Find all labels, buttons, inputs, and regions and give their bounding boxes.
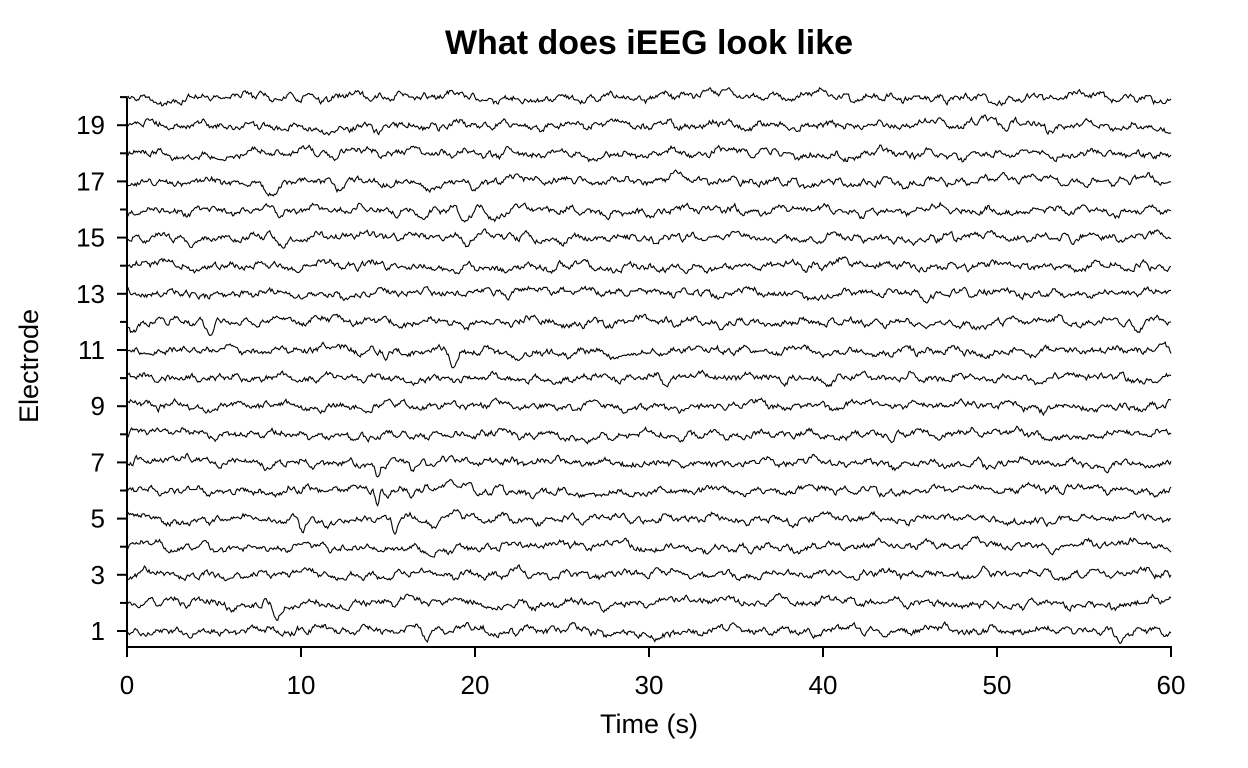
electrode-trace-16	[126, 201, 1172, 223]
y-tick-label: 7	[91, 447, 105, 477]
x-tick-label: 30	[635, 670, 664, 700]
y-tick-label: 9	[91, 391, 105, 421]
y-tick-label: 13	[76, 279, 105, 309]
y-tick-label: 3	[91, 560, 105, 590]
electrode-trace-3	[126, 563, 1172, 582]
electrode-trace-5	[126, 508, 1172, 535]
electrode-trace-9	[126, 397, 1172, 417]
x-tick-label: 0	[120, 670, 134, 700]
electrode-trace-20	[126, 86, 1172, 107]
electrode-trace-4	[126, 535, 1172, 558]
trace-group	[126, 86, 1172, 645]
chart-title: What does iEEG look like	[445, 24, 853, 62]
electrode-trace-13	[126, 285, 1171, 304]
y-tick-label: 5	[91, 504, 105, 534]
x-axis-label: Time (s)	[600, 709, 698, 739]
x-tick-label: 60	[1157, 670, 1186, 700]
y-tick-label: 19	[76, 110, 105, 140]
electrode-trace-1	[126, 620, 1172, 645]
y-tick-label: 17	[76, 166, 105, 196]
electrode-trace-2	[126, 592, 1172, 621]
electrode-trace-7	[126, 452, 1172, 478]
x-tick-group: 0 10 20 30 40 50 60	[120, 647, 1186, 700]
x-tick-label: 50	[983, 670, 1012, 700]
x-tick-label: 20	[461, 670, 490, 700]
electrode-trace-11	[126, 341, 1172, 369]
y-tick-label: 11	[78, 335, 105, 365]
y-axis-label: Electrode	[14, 309, 44, 423]
y-tick-label: 1	[91, 616, 105, 646]
y-tick-label: 15	[76, 223, 105, 253]
electrode-trace-12	[127, 313, 1172, 336]
electrode-trace-15	[126, 228, 1172, 249]
electrode-trace-10	[126, 369, 1172, 388]
electrode-trace-6	[126, 478, 1172, 507]
electrode-trace-18	[126, 144, 1172, 163]
electrode-trace-17	[126, 169, 1172, 197]
electrode-trace-8	[126, 425, 1172, 445]
x-tick-label: 10	[287, 670, 316, 700]
x-tick-label: 40	[809, 670, 838, 700]
electrode-trace-14	[126, 256, 1172, 275]
electrode-trace-19	[126, 114, 1172, 136]
